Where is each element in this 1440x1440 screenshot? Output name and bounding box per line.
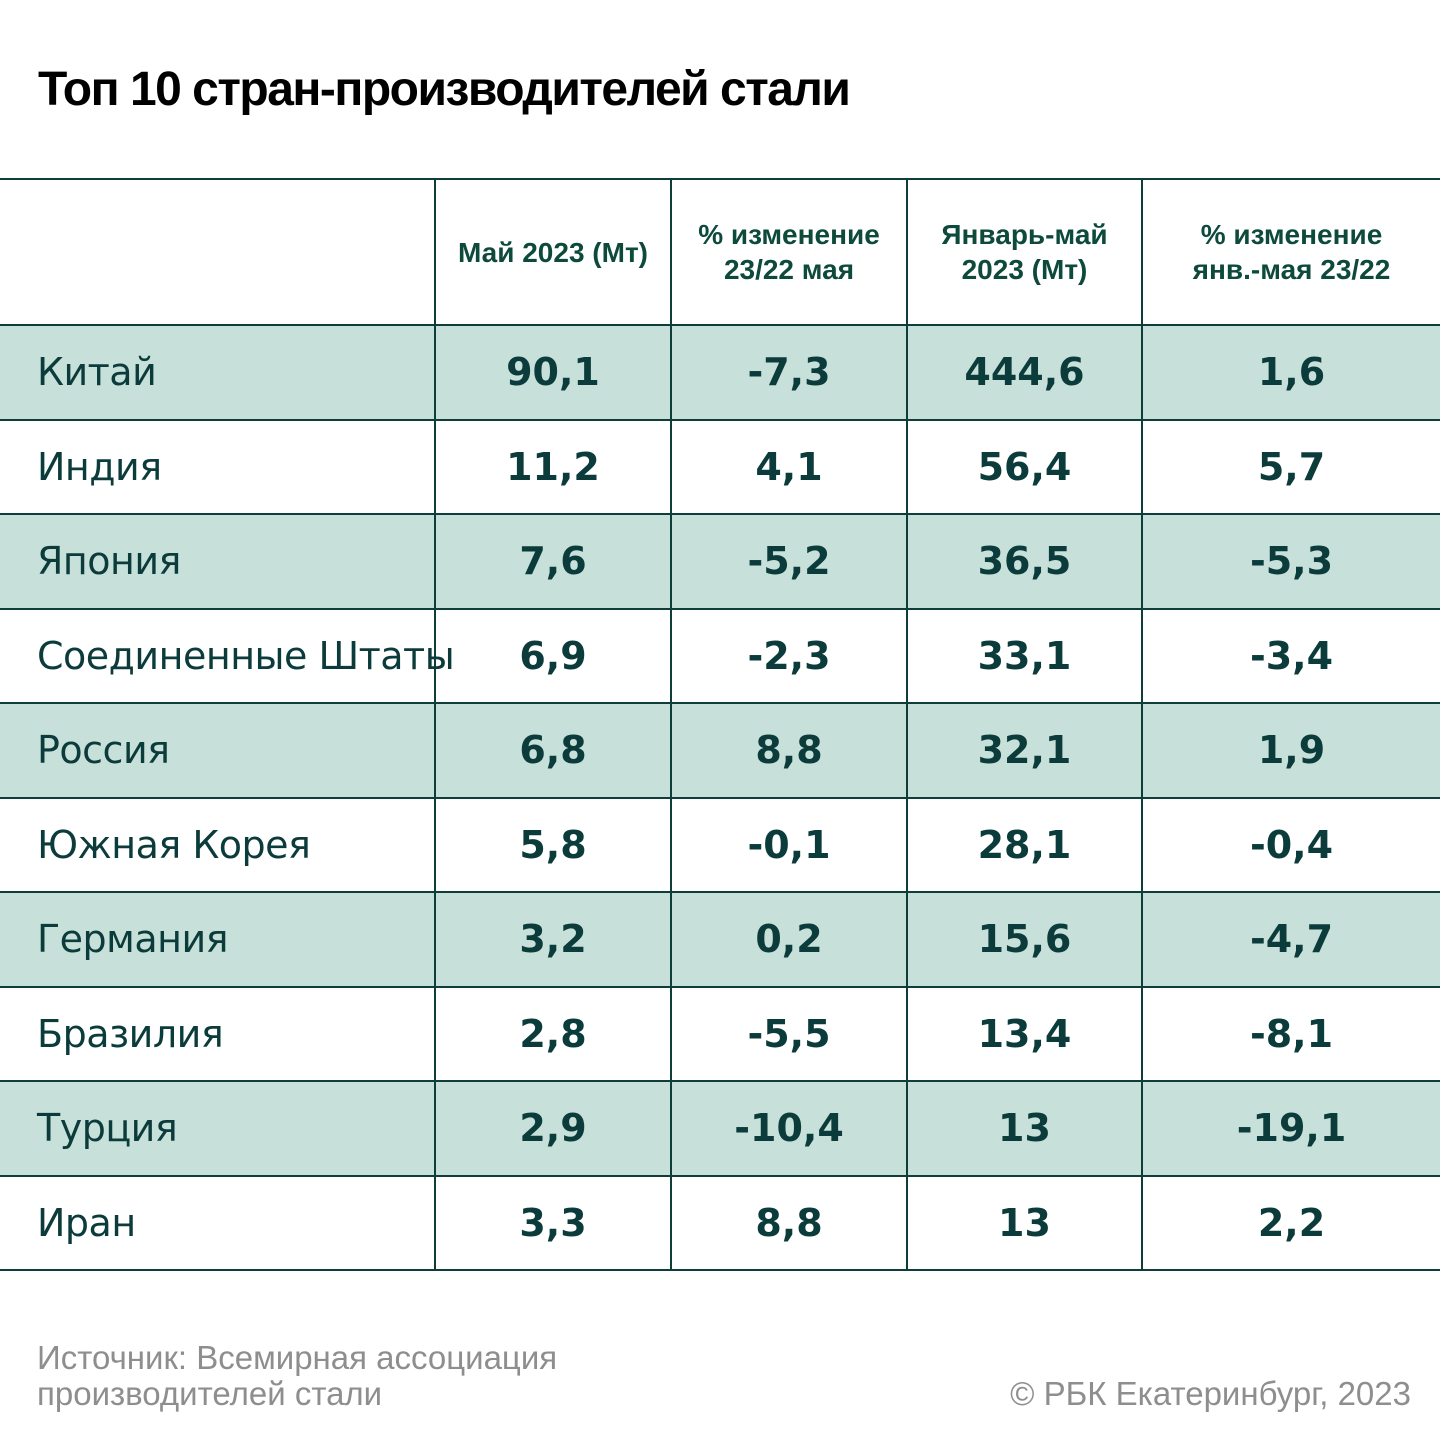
cell-jan-may-change: 1,9 [1141, 702, 1440, 799]
cell-may-change: -5,5 [670, 985, 908, 1082]
source-line: Источник: Всемирная ассоциация [37, 1339, 558, 1376]
page-title: Топ 10 стран-производителей стали [38, 63, 851, 116]
cell-jan-may-2023: 13,4 [906, 985, 1143, 1082]
table-row: Германия 3,2 0,2 15,6 -4,7 [0, 891, 1440, 988]
table-row: Турция 2,9 -10,4 13 -19,1 [0, 1080, 1440, 1177]
cell-may-change: -5,2 [670, 513, 908, 610]
cell-may-2023: 5,8 [434, 796, 672, 893]
header-may-2023: Май 2023 (Мт) [434, 178, 672, 326]
cell-may-change: -2,3 [670, 607, 908, 704]
cell-may-change: -7,3 [670, 324, 908, 421]
cell-may-change: -10,4 [670, 1080, 908, 1177]
cell-may-2023: 2,8 [434, 985, 672, 1082]
cell-jan-may-2023: 444,6 [906, 324, 1143, 421]
header-line: 23/22 мая [723, 254, 855, 285]
cell-may-change: 8,8 [670, 1174, 908, 1271]
copyright: © РБК Екатеринбург, 2023 [1010, 1375, 1411, 1412]
cell-country: Бразилия [0, 985, 436, 1082]
cell-jan-may-change: 5,7 [1141, 418, 1440, 515]
table-row: Иран 3,3 8,8 13 2,2 [0, 1174, 1440, 1271]
cell-jan-may-change: -4,7 [1141, 891, 1440, 988]
cell-country: Германия [0, 891, 436, 988]
cell-jan-may-2023: 15,6 [906, 891, 1143, 988]
cell-may-2023: 11,2 [434, 418, 672, 515]
header-line: Май 2023 (Мт) [458, 236, 648, 268]
cell-jan-may-2023: 13 [906, 1174, 1143, 1271]
cell-jan-may-change: -5,3 [1141, 513, 1440, 610]
cell-may-change: -0,1 [670, 796, 908, 893]
cell-country: Россия [0, 702, 436, 799]
header-line: % изменение [1200, 219, 1383, 250]
header-jan-may-change: % изменение янв.-мая 23/22 [1141, 178, 1440, 326]
cell-may-change: 8,8 [670, 702, 908, 799]
cell-may-2023: 7,6 [434, 513, 672, 610]
cell-may-2023: 6,9 [434, 607, 672, 704]
steel-producers-table: Май 2023 (Мт) % изменение 23/22 мая Январ… [0, 178, 1440, 1271]
cell-country: Индия [0, 418, 436, 515]
cell-jan-may-2023: 36,5 [906, 513, 1143, 610]
header-may-change: % изменение 23/22 мая [670, 178, 908, 326]
cell-jan-may-change: -0,4 [1141, 796, 1440, 893]
cell-jan-may-2023: 32,1 [906, 702, 1143, 799]
cell-jan-may-change: 2,2 [1141, 1174, 1440, 1271]
header-line: 2023 (Мт) [961, 254, 1088, 285]
cell-jan-may-2023: 33,1 [906, 607, 1143, 704]
cell-may-2023: 6,8 [434, 702, 672, 799]
cell-jan-may-change: -3,4 [1141, 607, 1440, 704]
header-line: янв.-мая 23/22 [1192, 254, 1391, 285]
cell-jan-may-change: 1,6 [1141, 324, 1440, 421]
cell-country: Турция [0, 1080, 436, 1177]
cell-may-2023: 90,1 [434, 324, 672, 421]
cell-country: Иран [0, 1174, 436, 1271]
header-line: % изменение [698, 219, 880, 250]
header-jan-may-2023: Январь-май 2023 (Мт) [906, 178, 1143, 326]
table-row: Бразилия 2,8 -5,5 13,4 -8,1 [0, 985, 1440, 1082]
table-row: Китай 90,1 -7,3 444,6 1,6 [0, 324, 1440, 421]
cell-country: Южная Корея [0, 796, 436, 893]
table-row: Россия 6,8 8,8 32,1 1,9 [0, 702, 1440, 799]
cell-jan-may-change: -19,1 [1141, 1080, 1440, 1177]
cell-jan-may-2023: 28,1 [906, 796, 1143, 893]
header-country [0, 178, 436, 326]
source-line: производителей стали [37, 1375, 383, 1412]
cell-country: Япония [0, 513, 436, 610]
cell-may-2023: 2,9 [434, 1080, 672, 1177]
table-row: Южная Корея 5,8 -0,1 28,1 -0,4 [0, 796, 1440, 893]
table-row: Соединенные Штаты 6,9 -2,3 33,1 -3,4 [0, 607, 1440, 704]
cell-country: Соединенные Штаты [0, 607, 455, 704]
source-note: Источник: Всемирная ассоциация производи… [37, 1340, 557, 1412]
cell-may-change: 4,1 [670, 418, 908, 515]
cell-may-2023: 3,3 [434, 1174, 672, 1271]
cell-jan-may-2023: 13 [906, 1080, 1143, 1177]
cell-may-change: 0,2 [670, 891, 908, 988]
cell-jan-may-change: -8,1 [1141, 985, 1440, 1082]
table-header-row: Май 2023 (Мт) % изменение 23/22 мая Январ… [0, 178, 1440, 326]
cell-country: Китай [0, 324, 436, 421]
header-line: Январь-май [941, 219, 1108, 250]
table-row: Япония 7,6 -5,2 36,5 -5,3 [0, 513, 1440, 610]
table-row: Индия 11,2 4,1 56,4 5,7 [0, 418, 1440, 515]
cell-jan-may-2023: 56,4 [906, 418, 1143, 515]
cell-may-2023: 3,2 [434, 891, 672, 988]
